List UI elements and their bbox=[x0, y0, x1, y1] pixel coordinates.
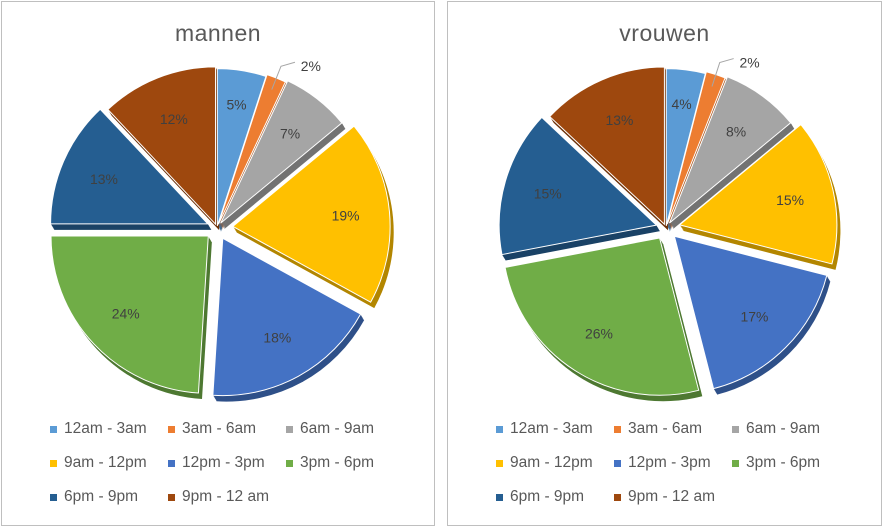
legend-label: 9pm - 12 am bbox=[182, 488, 270, 505]
legend-swatch bbox=[168, 493, 175, 501]
data-label: 5% bbox=[226, 97, 246, 113]
legend-swatch bbox=[614, 425, 621, 433]
data-label: 13% bbox=[605, 112, 633, 128]
legend: 12am - 3am 3am - 6am 6am - 9am 9am - 12pm 12… bbox=[496, 420, 866, 506]
data-label: 7% bbox=[280, 126, 300, 142]
legend-label: 6pm - 9pm bbox=[64, 488, 139, 505]
legend-item: 6pm - 9pm bbox=[50, 488, 168, 506]
legend-label: 3pm - 6pm bbox=[746, 454, 821, 471]
data-label: 18% bbox=[263, 330, 291, 346]
legend-swatch bbox=[496, 493, 503, 501]
pie-slice-3pm-6pm[interactable] bbox=[50, 235, 209, 394]
legend-label: 9pm - 12 am bbox=[628, 488, 716, 505]
legend-label: 12pm - 3pm bbox=[182, 454, 265, 471]
legend-label: 3am - 6am bbox=[628, 420, 703, 437]
legend-swatch bbox=[614, 459, 621, 467]
pie-slice-6pm-9pm[interactable] bbox=[50, 108, 210, 225]
chart-panel-vrouwen: vrouwen 4% 2% 8% 15% 17% 26% 15% 13% 12am - 3am… bbox=[447, 1, 882, 526]
chart-title: vrouwen bbox=[619, 20, 710, 46]
pie-slice-6pm-9pm[interactable] bbox=[498, 116, 658, 256]
data-label: 12% bbox=[160, 111, 188, 127]
legend-item: 12am - 3am bbox=[496, 420, 614, 438]
legend-swatch bbox=[732, 425, 739, 433]
legend-item: 9pm - 12 am bbox=[168, 488, 286, 506]
slice-layer bbox=[498, 66, 838, 396]
legend-item: 6pm - 9pm bbox=[496, 488, 614, 506]
legend-swatch bbox=[614, 493, 621, 501]
pie-slice-12am-3am[interactable] bbox=[665, 68, 706, 227]
data-label: 15% bbox=[534, 186, 562, 202]
slice-layer bbox=[50, 66, 391, 397]
pie-slice-6am-9am[interactable] bbox=[669, 76, 792, 224]
legend-swatch bbox=[168, 459, 175, 467]
pie-slice-9am-12pm[interactable] bbox=[678, 123, 838, 265]
chart-panel-mannen: mannen 5% 2% 7% 19% 18% 24% 13% 12% 12am - 3am 3… bbox=[1, 1, 435, 526]
pie-slice-12pm-3pm[interactable] bbox=[673, 235, 828, 390]
legend-swatch bbox=[50, 459, 57, 467]
legend-swatch bbox=[286, 459, 293, 467]
legend-label: 6am - 9am bbox=[300, 420, 375, 437]
legend-item: 12pm - 3pm bbox=[614, 454, 732, 472]
legend-label: 9am - 12pm bbox=[510, 454, 593, 471]
legend-item: 3pm - 6pm bbox=[732, 454, 862, 472]
legend-label: 3am - 6am bbox=[182, 420, 257, 437]
pie-slice-12am-3am[interactable] bbox=[216, 68, 267, 227]
data-label: 19% bbox=[332, 208, 360, 224]
legend-label: 6pm - 9pm bbox=[510, 488, 585, 505]
leader-line bbox=[271, 61, 296, 90]
legend-label: 12am - 3am bbox=[64, 420, 147, 437]
legend-item: 3am - 6am bbox=[614, 420, 732, 438]
pie-slice-6am-9am[interactable] bbox=[220, 80, 343, 224]
legend-item: 9pm - 12 am bbox=[614, 488, 732, 506]
legend-swatch bbox=[50, 425, 57, 433]
data-label: 2% bbox=[301, 58, 321, 74]
leader-line bbox=[711, 58, 734, 87]
data-label: 26% bbox=[585, 326, 613, 342]
pie-slice-12pm-3pm[interactable] bbox=[212, 237, 362, 397]
legend-swatch bbox=[496, 459, 503, 467]
legend-item: 12am - 3am bbox=[50, 420, 168, 438]
data-label: 8% bbox=[726, 123, 746, 139]
data-label: 4% bbox=[672, 96, 692, 112]
legend-label: 3pm - 6pm bbox=[300, 454, 375, 471]
legend-swatch bbox=[50, 493, 57, 501]
legend-label: 12am - 3am bbox=[510, 420, 593, 437]
pie-slice-9pm-12am[interactable] bbox=[549, 66, 665, 226]
data-label: 15% bbox=[776, 192, 804, 208]
legend-item: 6am - 9am bbox=[286, 420, 416, 438]
legend-label: 12pm - 3pm bbox=[628, 454, 711, 471]
data-label: 2% bbox=[740, 55, 760, 71]
legend-item: 9am - 12pm bbox=[50, 454, 168, 472]
data-label: 13% bbox=[90, 171, 118, 187]
legend-item: 3pm - 6pm bbox=[286, 454, 416, 472]
pie-chart: 4% 2% 8% 15% 17% 26% 15% 13% bbox=[498, 55, 841, 402]
legend-swatch bbox=[496, 425, 503, 433]
legend-swatch bbox=[286, 425, 293, 433]
legend-swatch bbox=[168, 425, 175, 433]
data-label: 17% bbox=[741, 308, 769, 324]
pie-slice-9pm-12am[interactable] bbox=[107, 66, 217, 226]
legend-label: 9am - 12pm bbox=[64, 454, 147, 471]
pie-slice-9am-12pm[interactable] bbox=[231, 125, 391, 303]
pie-chart: 5% 2% 7% 19% 18% 24% 13% 12% bbox=[50, 58, 394, 402]
legend: 12am - 3am 3am - 6am 6am - 9am 9am - 12pm 12… bbox=[50, 420, 420, 506]
legend-label: 6am - 9am bbox=[746, 420, 821, 437]
legend-item: 9am - 12pm bbox=[496, 454, 614, 472]
legend-swatch bbox=[732, 459, 739, 467]
pie-slice-3pm-6pm[interactable] bbox=[504, 237, 700, 396]
data-label: 24% bbox=[112, 306, 140, 322]
legend-item: 12pm - 3pm bbox=[168, 454, 286, 472]
legend-item: 3am - 6am bbox=[168, 420, 286, 438]
chart-title: mannen bbox=[174, 20, 262, 46]
legend-item: 6am - 9am bbox=[732, 420, 862, 438]
